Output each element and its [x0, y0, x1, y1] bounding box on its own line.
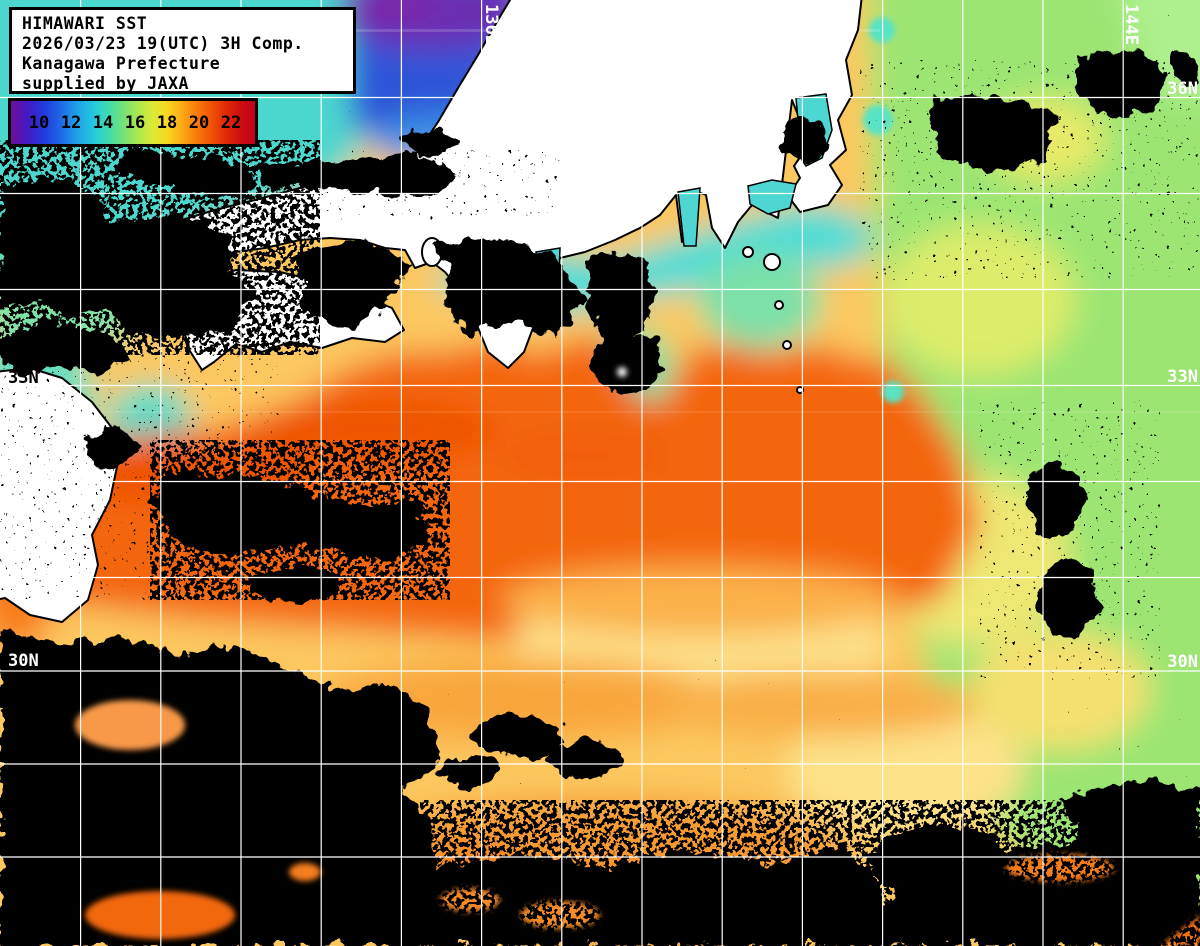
title-product: HIMAWARI SST	[22, 14, 148, 33]
colorbar-gradient	[11, 101, 255, 144]
colorbar-tick-14: 14	[92, 113, 114, 133]
title-credit: supplied by JAXA	[22, 74, 189, 93]
colorbar-tick-20: 20	[188, 113, 210, 133]
title-datetime: 2026/03/23 19(UTC) 3H Comp.	[22, 34, 304, 53]
sagami-bay	[747, 179, 797, 215]
colorbar-tick-18: 18	[156, 113, 178, 133]
colorbar-tick-16: 16	[124, 113, 146, 133]
island-izu	[782, 340, 792, 350]
island-izu	[763, 253, 781, 271]
lat-label-36n-right: 36N	[1167, 79, 1198, 99]
lat-label-33n-left: 33N	[8, 368, 39, 388]
title-box: HIMAWARI SST 2026/03/23 19(UTC) 3H Comp.…	[9, 7, 356, 94]
colorbar-ticks: 10 12 14 16 18 20 22	[11, 101, 255, 144]
island-izu	[774, 300, 784, 310]
colorbar-tick-10: 10	[28, 113, 50, 133]
colorbar-tick-12: 12	[60, 113, 82, 133]
sst-colorbar: 10 12 14 16 18 20 22	[8, 98, 258, 147]
colorbar-tick-22: 22	[220, 113, 242, 133]
lon-label-144e: 144E	[1121, 4, 1141, 45]
island-izu	[742, 246, 754, 258]
lat-label-30n-right: 30N	[1167, 652, 1198, 672]
grid-label-layer: 136E 144E 36N 33N 30N 33N 30N	[8, 4, 1198, 672]
lat-label-30n-left: 30N	[8, 651, 39, 671]
lon-label-136e: 136E	[481, 4, 501, 45]
lat-label-33n-right: 33N	[1167, 367, 1198, 387]
suruga-bay	[677, 187, 701, 247]
title-region: Kanagawa Prefecture	[22, 54, 221, 73]
